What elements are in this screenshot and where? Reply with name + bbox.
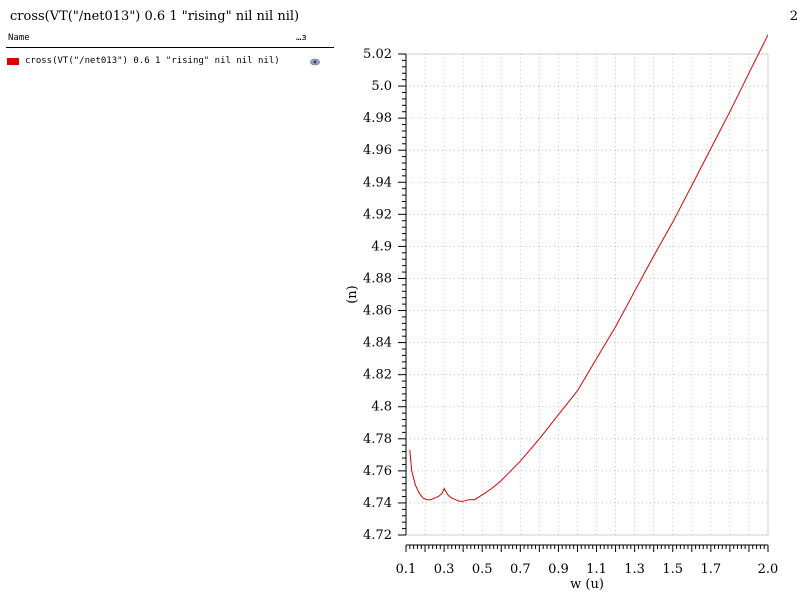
series-line	[409, 34, 768, 502]
y-tick-label: 4.82	[363, 368, 392, 383]
x-tick-label: 0.5	[472, 562, 493, 577]
x-tick-label: 1.7	[700, 562, 721, 577]
y-tick-label: 5.02	[363, 47, 392, 62]
x-tick-label: 1.3	[624, 562, 645, 577]
x-tick-label: 0.3	[434, 562, 455, 577]
x-tick-label: 0.9	[548, 562, 569, 577]
plot-title: cross(VT("/net013") 0.6 1 "rising" nil n…	[10, 9, 300, 24]
y-tick-label: 4.94	[363, 175, 392, 190]
y-axis-label: (n)	[345, 285, 360, 304]
legend-item-label: cross(VT("/net013") 0.6 1 "rising" nil n…	[25, 56, 280, 66]
x-tick-label: 1.1	[586, 562, 607, 577]
y-tick-label: 4.8	[371, 400, 392, 415]
y-tick-label: 4.72	[363, 528, 392, 543]
y-tick-label: 4.76	[363, 464, 392, 479]
y-tick-label: 5.0	[371, 79, 392, 94]
plot-frame	[405, 53, 769, 536]
y-tick-label: 4.78	[363, 432, 392, 447]
x-tick-label: 0.7	[510, 562, 531, 577]
x-tick-label: 0.1	[396, 562, 417, 577]
series-layer	[409, 34, 768, 502]
legend-color-swatch	[7, 58, 19, 65]
x-tick-label: 1.5	[662, 562, 683, 577]
x-tick-label: 2.0	[758, 562, 779, 577]
legend-extra-column-header[interactable]: …з	[296, 33, 307, 43]
axes	[398, 53, 769, 552]
legend-header: Name …з	[6, 31, 334, 48]
y-tick-label: 4.88	[363, 271, 392, 286]
legend-name-column-header: Name	[8, 33, 30, 43]
y-tick-label: 4.86	[363, 304, 392, 319]
y-tick-label: 4.74	[363, 496, 392, 511]
eye-icon[interactable]	[310, 58, 320, 66]
y-tick-label: 4.92	[363, 207, 392, 222]
y-tick-label: 4.96	[363, 143, 392, 158]
y-tick-label: 4.98	[363, 111, 392, 126]
page-number: 2	[789, 9, 798, 24]
labels: 4.72 4.74 4.76 4.78 4.8 4.82 4.84 4.86 4.88 4.9 4.…	[345, 47, 778, 592]
y-tick-label: 4.9	[371, 239, 392, 254]
x-axis-label: w (u)	[570, 577, 604, 592]
y-tick-label: 4.84	[363, 336, 392, 351]
legend-item[interactable]: cross(VT("/net013") 0.6 1 "rising" nil n…	[6, 55, 336, 69]
grid	[405, 53, 769, 536]
